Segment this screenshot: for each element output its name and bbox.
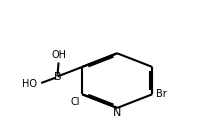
Text: N: N xyxy=(113,108,121,118)
Text: Cl: Cl xyxy=(70,97,80,107)
Text: OH: OH xyxy=(51,50,66,60)
Text: B: B xyxy=(54,71,61,82)
Text: HO: HO xyxy=(22,79,37,89)
Text: Br: Br xyxy=(156,89,167,99)
